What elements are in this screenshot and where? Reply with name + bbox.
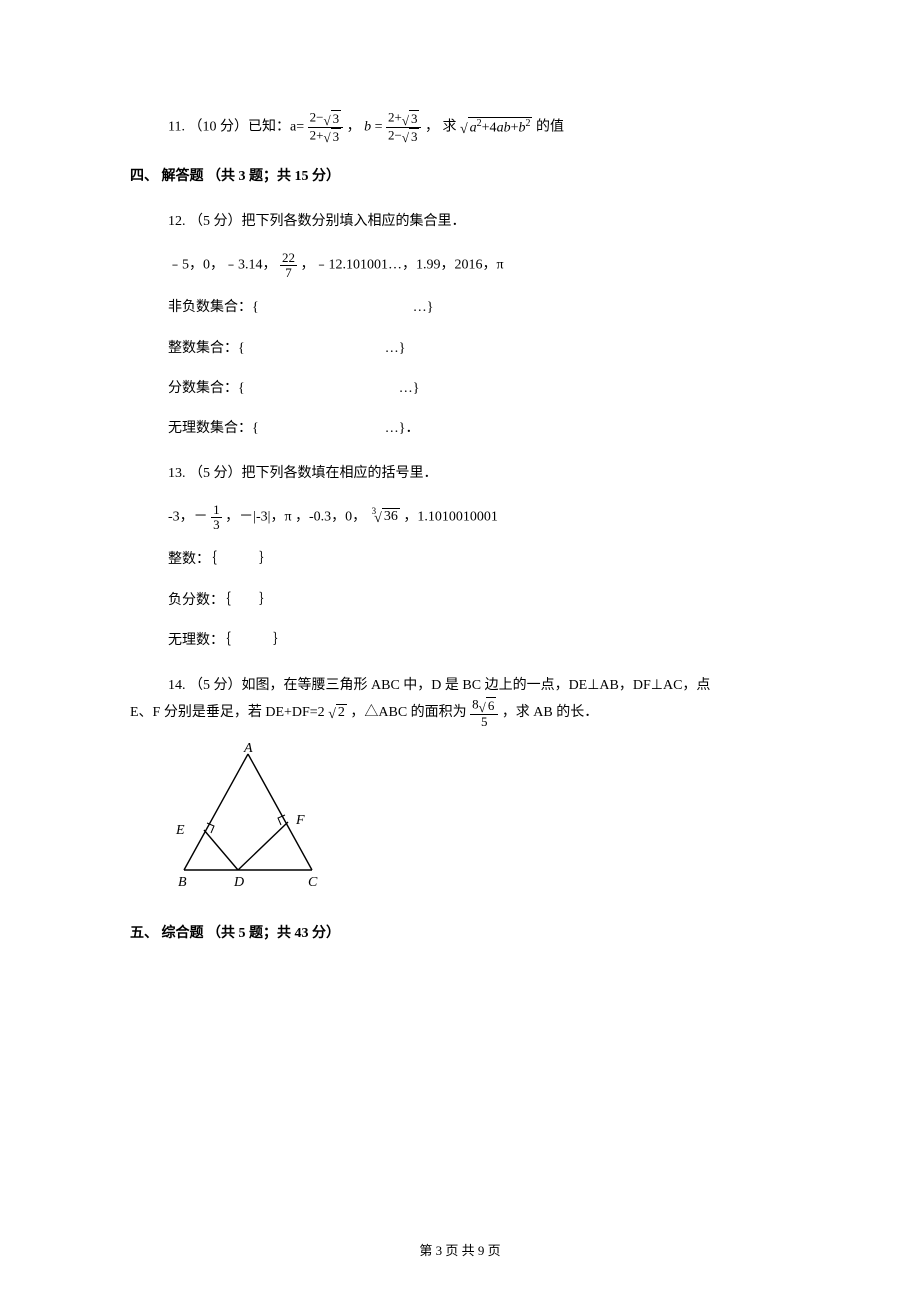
rad: 3 xyxy=(331,128,342,145)
q11-frac-a: 2−√3 2+√3 xyxy=(308,110,343,144)
den: 3 xyxy=(211,517,222,532)
idx: 3 xyxy=(372,506,377,516)
num: 1 xyxy=(211,503,222,517)
q12-set-int: 整数集合：{ …} xyxy=(168,338,790,360)
svg-text:A: A xyxy=(243,742,253,756)
q11-sqrt: √a2+4ab+b2 xyxy=(460,117,533,137)
l2b: ，△ABC 的面积为 xyxy=(350,705,470,720)
page: 11. （10 分）已知：a= 2−√3 2+√3 ， b = 2+√3 2−√… xyxy=(0,0,920,1302)
q12-frac: 22 7 xyxy=(280,251,297,279)
q13-set-int: 整数：｛ ｝ xyxy=(168,549,790,571)
question-13: 13. （5 分）把下列各数填在相应的括号里． -3，－ 1 3 ，－|-3|，… xyxy=(130,463,790,653)
q11-after: ， 求 xyxy=(425,119,460,134)
nums-a: ﹣5，0，﹣3.14， xyxy=(168,257,277,272)
q14-line1: 14. （5 分）如图，在等腰三角形 ABC 中，D 是 BC 边上的一点，DE… xyxy=(130,675,790,697)
question-12: 12. （5 分）把下列各数分别填入相应的集合里． ﹣5，0，﹣3.14， 22… xyxy=(130,211,790,441)
question-14: 14. （5 分）如图，在等腰三角形 ABC 中，D 是 BC 边上的一点，DE… xyxy=(130,675,790,901)
l2a: E、F 分别是垂足，若 DE+DF=2 xyxy=(130,705,328,720)
nums-b: ，﹣12.101001…，1.99，2016，π xyxy=(301,257,504,272)
nums-a: -3，－ xyxy=(168,510,211,525)
svg-text:D: D xyxy=(233,875,244,890)
q12-set-irr: 无理数集合：{ …}． xyxy=(168,418,790,440)
q14-diagram: A B C D E F xyxy=(168,742,790,900)
rad: 6 xyxy=(486,697,497,714)
svg-text:E: E xyxy=(175,823,185,838)
q13-set-negfrac: 负分数：｛ ｝ xyxy=(168,590,790,612)
q11-frac-b: 2+√3 2−√3 xyxy=(386,110,421,144)
nums-b: ，－|-3|，π ，-0.3，0， xyxy=(225,510,370,525)
den: 5 xyxy=(470,714,498,729)
svg-text:B: B xyxy=(178,875,187,890)
rad: 36 xyxy=(382,508,400,526)
svg-text:F: F xyxy=(295,813,305,828)
q11-tail: 的值 xyxy=(536,119,564,134)
section-4-heading: 四、 解答题 （共 3 题；共 15 分） xyxy=(130,166,790,188)
q12-set-frac: 分数集合：{ …} xyxy=(168,378,790,400)
q13-set-irr: 无理数：｛ ｝ xyxy=(168,630,790,652)
q14-line2: E、F 分别是垂足，若 DE+DF=2 √2 ，△ABC 的面积为 8√6 5 … xyxy=(130,697,790,728)
rad: 2 xyxy=(336,704,347,722)
text: 2− xyxy=(310,109,324,124)
q12-numbers: ﹣5，0，﹣3.14， 22 7 ，﹣12.101001…，1.99，2016，… xyxy=(168,251,790,279)
q13-frac: 1 3 xyxy=(211,503,222,531)
text: 2+ xyxy=(388,109,402,124)
q13-lead: 13. （5 分）把下列各数填在相应的括号里． xyxy=(130,463,790,485)
svg-text:C: C xyxy=(308,875,318,890)
l2c: ，求 AB 的长． xyxy=(502,705,598,720)
q11-label: 11. （10 分）已知：a= xyxy=(168,119,304,134)
q12-lead: 12. （5 分）把下列各数分别填入相应的集合里． xyxy=(130,211,790,233)
q14-sqrt2: √2 xyxy=(328,704,347,722)
q12-set-nonneg: 非负数集合：{ …} xyxy=(168,297,790,319)
eq: = xyxy=(371,119,386,134)
q13-numbers: -3，－ 1 3 ，－|-3|，π ，-0.3，0， 3√36 ，1.10100… xyxy=(168,503,790,531)
q14-area-frac: 8√6 5 xyxy=(470,697,498,728)
nums-c: ，1.1010010001 xyxy=(403,510,498,525)
question-11: 11. （10 分）已知：a= 2−√3 2+√3 ， b = 2+√3 2−√… xyxy=(130,110,790,144)
q13-cuberoot: 3√36 xyxy=(370,508,400,526)
page-footer: 第 3 页 共 9 页 xyxy=(0,1241,920,1262)
rad: 3 xyxy=(409,128,420,145)
num: 22 xyxy=(280,251,297,265)
rad: 3 xyxy=(331,110,342,127)
section-5-heading: 五、 综合题 （共 5 题；共 43 分） xyxy=(130,923,790,945)
q11-mid: ， xyxy=(347,119,365,134)
den: 7 xyxy=(280,265,297,280)
text: 2− xyxy=(388,127,402,142)
rad: 3 xyxy=(409,110,420,127)
text: 2+ xyxy=(310,127,324,142)
